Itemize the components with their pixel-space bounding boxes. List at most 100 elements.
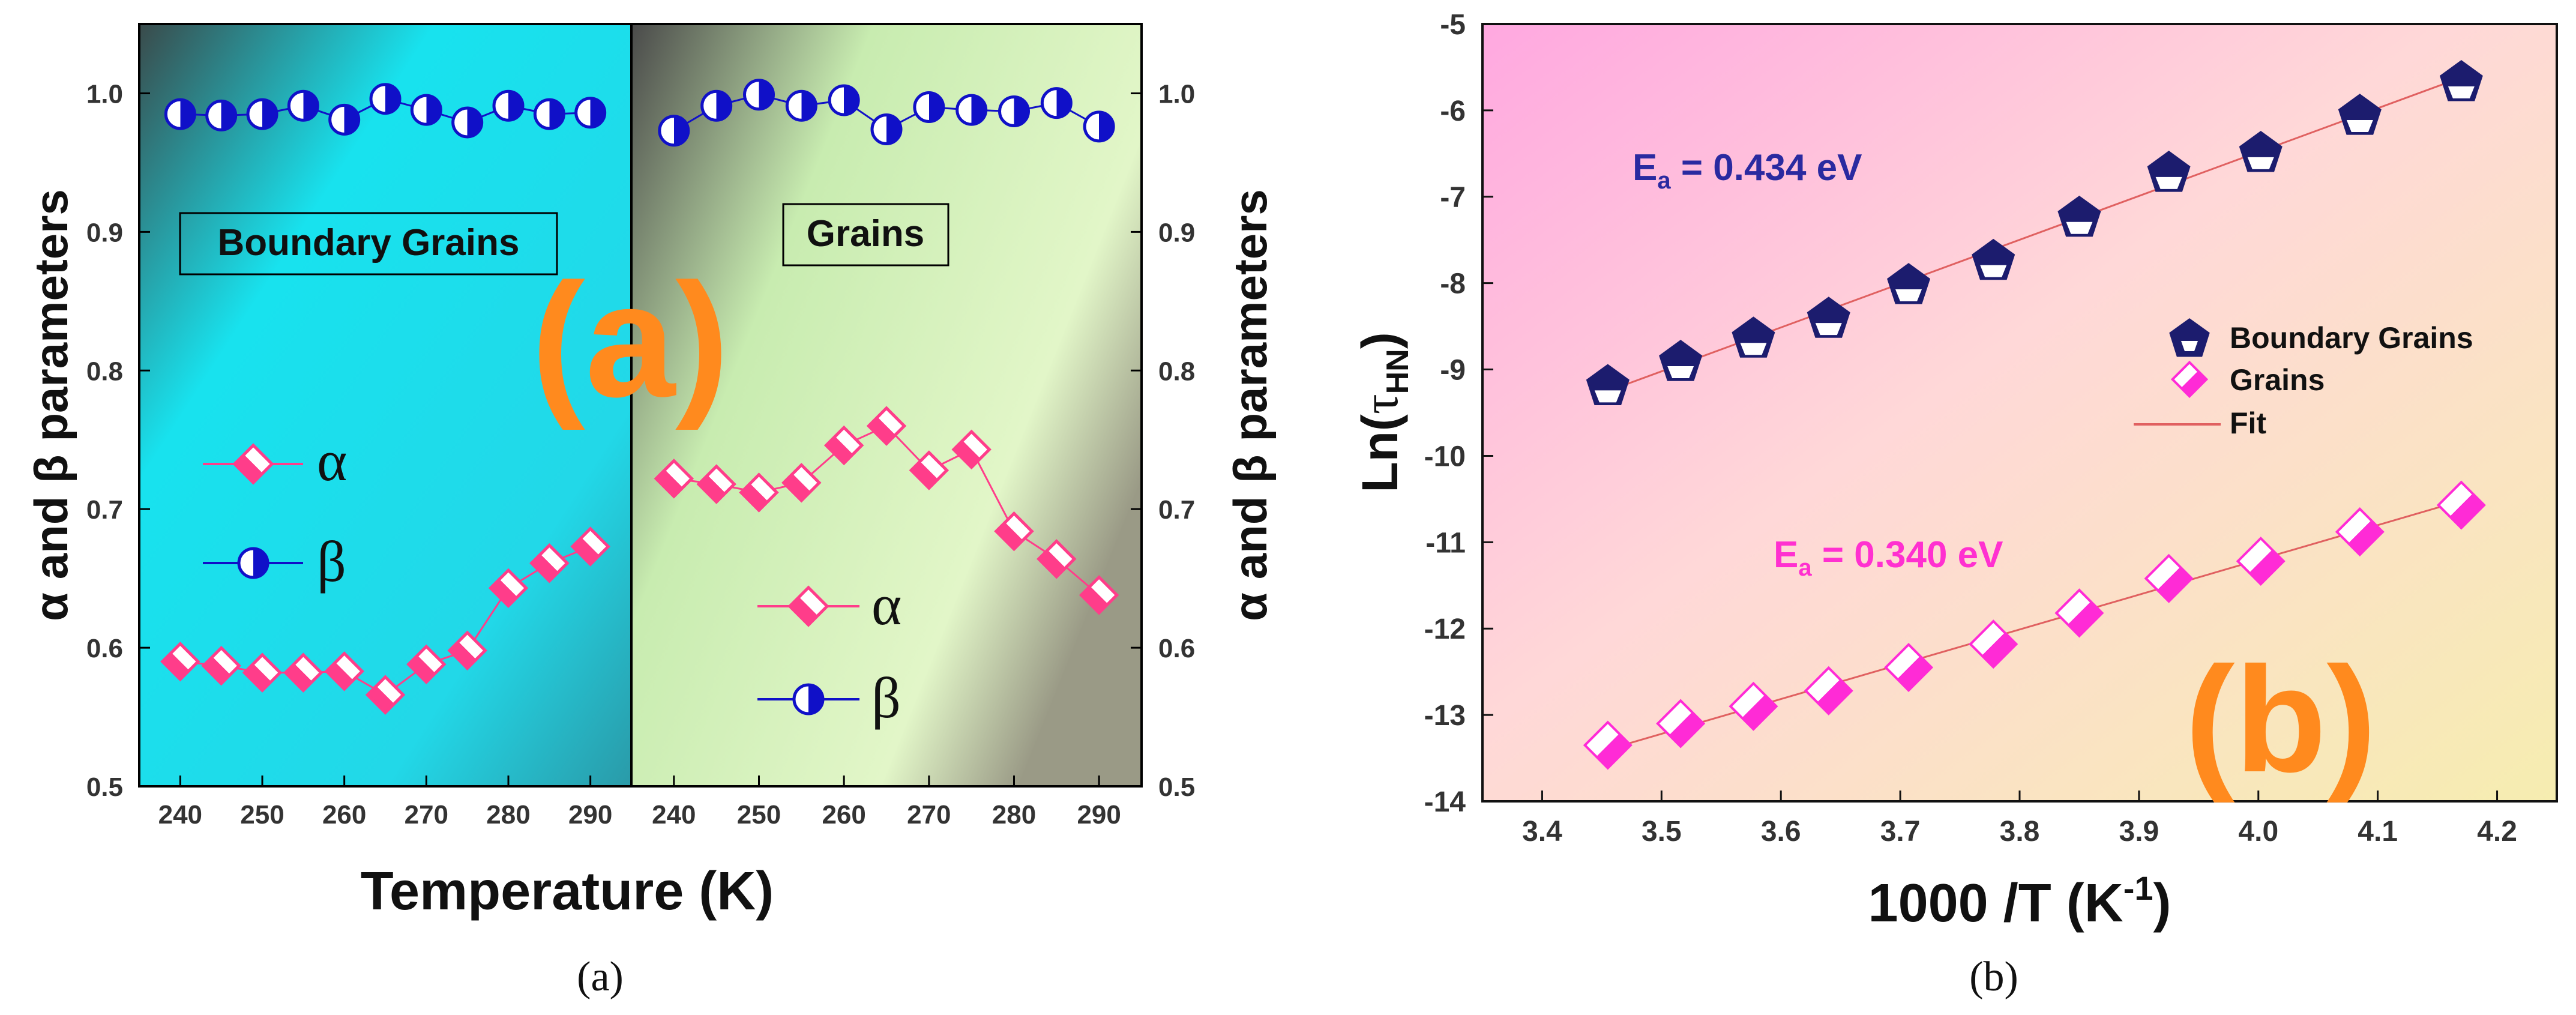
panel-b-watermark: (b) — [2185, 636, 2376, 803]
a-left-beta-point-4 — [328, 103, 361, 136]
boundary-grains-title-box — [179, 212, 558, 276]
a-xtick-label-0-1: 250 — [240, 800, 284, 830]
a-left-alpha-point-10 — [570, 526, 610, 567]
a-ytick-label-left-3: 0.8 — [86, 357, 123, 386]
a-right-alpha-point-1 — [696, 464, 736, 504]
a-xtick-label-1-1: 250 — [737, 800, 781, 830]
a-ytick-label-right-0: 0.5 — [1158, 773, 1195, 802]
panel-b-background — [1482, 24, 2557, 801]
panel-a-y-label-left: α and β parameters — [25, 189, 77, 621]
a-left-beta-point-1 — [205, 99, 238, 131]
a-right-alpha-point-9 — [1037, 539, 1077, 579]
panel-b-x-label: 1000 /T (K-1) — [1868, 869, 2171, 933]
a-right-beta-point-5 — [870, 113, 903, 145]
a-right-beta-point-6 — [913, 91, 945, 124]
panel-a-watermark: (a) — [531, 250, 729, 432]
a-right-beta-point-9 — [1040, 87, 1073, 119]
b-grains-point-0 — [1583, 720, 1633, 770]
a-ytick-label-left-0: 0.5 — [86, 773, 123, 802]
a-ytick-label-right-3: 0.8 — [1158, 357, 1195, 386]
a-left-alpha-point-8 — [488, 568, 529, 609]
grains-title-box — [782, 203, 949, 267]
a-left-beta-point-2 — [246, 98, 278, 130]
b-ytick-label-8: -6 — [1440, 95, 1466, 127]
b-grains-point-5 — [1969, 619, 2018, 669]
b-grains-point-3 — [1804, 666, 1853, 715]
a-left-alpha-point-1 — [201, 645, 241, 686]
b-ytick-label-0: -14 — [1424, 786, 1466, 818]
legend-b-boundary-label: Boundary Grains — [2230, 321, 2473, 355]
a-ytick-label-left-4: 0.9 — [86, 218, 123, 247]
b-boundary-point-inner-2 — [1740, 343, 1767, 355]
a-left-alpha-point-5 — [365, 675, 406, 715]
a-left-beta-point-8 — [492, 89, 525, 122]
legend-b-fit-label: Fit — [2230, 406, 2266, 440]
b-xtick-label-4: 3.8 — [2000, 816, 2040, 848]
a-left-beta-point-10 — [574, 97, 607, 129]
a-left-alpha-point-6 — [406, 644, 447, 685]
b-ytick-label-1: -13 — [1424, 700, 1466, 732]
legend-right-beta-label: β — [871, 666, 901, 730]
b-xtick-label-1: 3.5 — [1642, 816, 1682, 848]
b-ytick-label-7: -7 — [1440, 182, 1466, 214]
b-xtick-label-6: 4.0 — [2238, 816, 2278, 848]
a-ytick-label-right-4: 0.9 — [1158, 218, 1195, 247]
a-left-alpha-point-3 — [283, 652, 324, 693]
b-xtick-label-0: 3.4 — [1522, 816, 1562, 848]
a-xtick-label-0-2: 260 — [322, 800, 366, 830]
panel-a-axes: 0.5 0.5 0.6 0.6 0.7 0.7 0.8 0.8 0.9 0.9 1.0 1.0 240 2… — [86, 79, 1195, 830]
a-left-beta-point-7 — [451, 106, 484, 139]
b-grains-point-2 — [1729, 681, 1778, 731]
a-right-alpha-point-7 — [951, 429, 992, 470]
b-grains-point-10 — [2436, 480, 2486, 530]
a-ytick-label-right-1: 0.6 — [1158, 634, 1195, 663]
a-ytick-label-left-2: 0.7 — [86, 495, 123, 525]
legend-left-beta-label: β — [317, 529, 346, 594]
a-left-beta-point-5 — [369, 83, 402, 115]
a-left-alpha-point-7 — [447, 630, 487, 670]
a-left-alpha-point-4 — [324, 651, 364, 691]
a-right-alpha-point-2 — [739, 472, 779, 513]
b-grains-point-6 — [2054, 588, 2104, 638]
b-ytick-label-3: -11 — [1425, 527, 1466, 559]
panel-b-y-label: Ln(τHN) — [1352, 332, 1415, 492]
a-ytick-label-left-5: 1.0 — [86, 79, 123, 109]
panel-a-frame — [138, 23, 1143, 788]
legend-b-grains-marker — [2170, 360, 2209, 399]
a-right-beta-point-2 — [743, 79, 775, 111]
b-xtick-label-8: 4.2 — [2477, 816, 2517, 848]
b-xtick-label-3: 3.7 — [1880, 816, 1921, 848]
a-xtick-label-0-0: 240 — [158, 800, 202, 830]
a-left-beta-point-9 — [533, 98, 565, 130]
b-boundary-point-inner-5 — [1980, 265, 2007, 277]
a-xtick-label-1-0: 240 — [652, 800, 696, 830]
ea-grains-annotation: Ea = 0.340 eV — [1774, 534, 2003, 581]
b-ytick-label-2: -12 — [1424, 613, 1466, 645]
b-grains-point-7 — [2144, 553, 2194, 603]
a-right-beta-point-10 — [1083, 110, 1115, 143]
b-xtick-label-2: 3.6 — [1761, 816, 1801, 848]
b-boundary-point-inner-8 — [2247, 157, 2274, 169]
a-xtick-label-0-5: 290 — [568, 800, 612, 830]
b-boundary-point-inner-10 — [2448, 86, 2475, 98]
a-xtick-label-1-4: 280 — [992, 800, 1036, 830]
b-boundary-point-inner-3 — [1815, 323, 1842, 336]
b-xtick-label-5: 3.9 — [2119, 816, 2159, 848]
b-boundary-point-inner-9 — [2346, 119, 2373, 132]
a-right-alpha-point-3 — [781, 463, 822, 503]
panel-a-right-background — [631, 24, 1142, 786]
a-right-beta-point-4 — [828, 84, 860, 116]
a-left-beta-point-3 — [287, 89, 319, 122]
a-ytick-label-left-1: 0.6 — [86, 634, 123, 663]
b-ytick-label-5: -9 — [1440, 355, 1466, 387]
a-left-alpha-point-9 — [529, 543, 570, 583]
a-xtick-label-0-3: 270 — [405, 800, 448, 830]
b-boundary-point-inner-7 — [2155, 176, 2182, 189]
b-boundary-point-inner-4 — [1895, 289, 1922, 301]
legend-b-boundary-marker-inner — [2181, 341, 2198, 351]
panel-a-caption: (a) — [577, 954, 624, 1000]
legend-right-alpha-label: α — [871, 573, 901, 637]
a-right-alpha-point-6 — [909, 450, 949, 490]
a-ytick-label-right-2: 0.7 — [1158, 495, 1195, 525]
